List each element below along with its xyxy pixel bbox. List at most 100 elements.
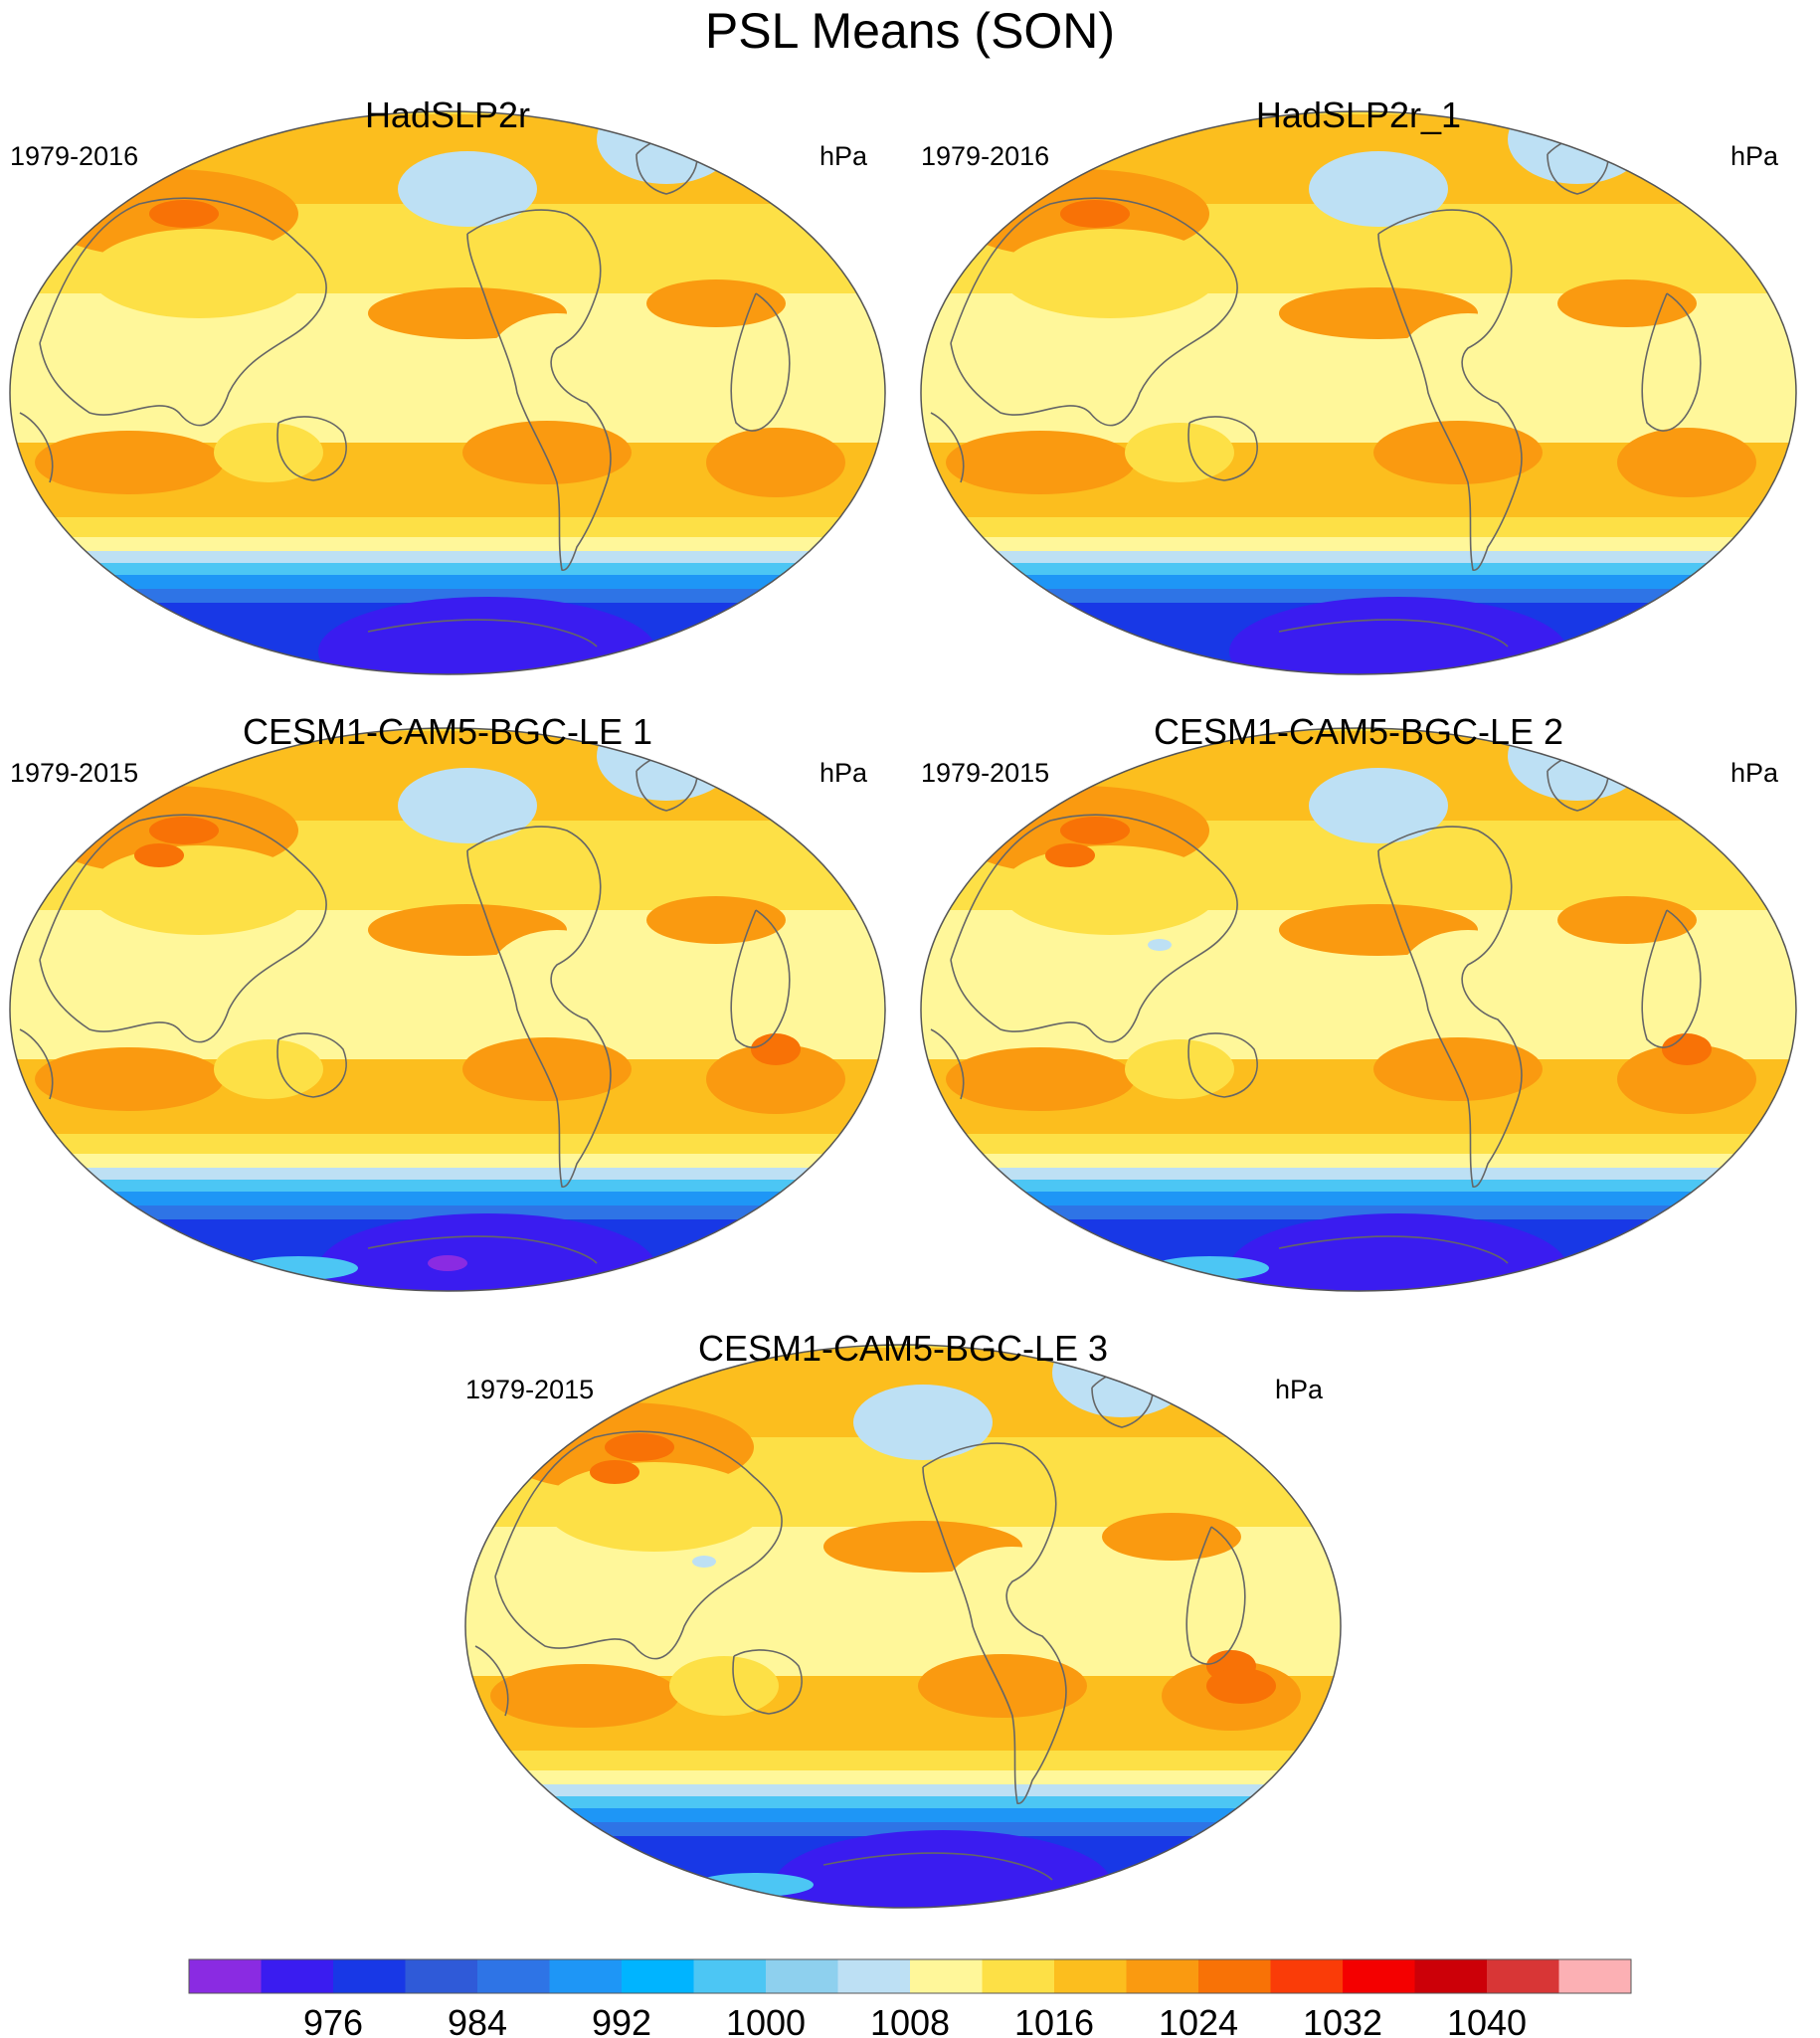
australia-land xyxy=(214,1039,323,1099)
antarctic-low xyxy=(1229,597,1567,674)
coastline-segment xyxy=(367,619,598,648)
pressure-field xyxy=(465,1345,1341,1908)
americas-tropics xyxy=(943,1547,1082,1646)
south-pacific-high xyxy=(918,1654,1087,1718)
coastline-segment xyxy=(466,826,612,1188)
band-south-blue xyxy=(10,1192,885,1205)
band-south-transition xyxy=(921,517,1796,537)
band-south-lightblue xyxy=(921,1168,1796,1180)
colorbar-swatch xyxy=(333,1959,406,1993)
panel-units: hPa xyxy=(1274,1375,1323,1404)
coastline-segment xyxy=(39,197,327,427)
panel-units: hPa xyxy=(819,141,867,171)
siberian-high-core xyxy=(149,817,219,844)
band-south-transition xyxy=(465,1751,1341,1770)
azores-high xyxy=(1102,1513,1241,1561)
colorbar-label: 1024 xyxy=(1159,2002,1238,2038)
band-south-lightblue xyxy=(921,551,1796,563)
coastline-segment xyxy=(930,1028,965,1100)
colorbar-swatch xyxy=(189,1959,262,1993)
australia-land xyxy=(1125,1039,1234,1099)
band-southern-ocean xyxy=(921,589,1796,603)
band-south-cyan xyxy=(10,563,885,575)
band-south-cyan xyxy=(465,1796,1341,1808)
panel-units: hPa xyxy=(1729,758,1778,788)
colorbar-swatch xyxy=(1054,1959,1127,1993)
aleutian-low xyxy=(398,768,537,843)
panel-units: hPa xyxy=(819,758,867,788)
azores-high xyxy=(1557,279,1697,327)
map-boundary xyxy=(920,110,1797,675)
tibet-high-core xyxy=(590,1460,639,1484)
coastline-segment xyxy=(922,1442,1067,1804)
map-boundary xyxy=(9,110,886,675)
colorbar-swatch xyxy=(1270,1959,1344,1993)
coastlines xyxy=(19,135,791,648)
colorbar-label: 1000 xyxy=(726,2002,806,2038)
colorbar-swatch xyxy=(261,1959,334,1993)
east-asia-zone xyxy=(1001,229,1219,318)
band-south-blue xyxy=(921,1192,1796,1205)
east-asia-zone xyxy=(1001,845,1219,935)
south-atlantic-core xyxy=(751,1033,801,1065)
colorbar-swatch xyxy=(1487,1959,1559,1993)
colorbar-label: 1008 xyxy=(870,2002,950,2038)
indian-ocean-high xyxy=(35,1047,224,1111)
south-pacific-high xyxy=(1373,1037,1543,1101)
coastlines xyxy=(19,752,791,1264)
pressure-field xyxy=(921,728,1796,1291)
map-panel-hadslp2r-1: HadSLP2r_1 1979-2016 hPa xyxy=(911,94,1806,691)
antarctic-ice-streak xyxy=(1150,1256,1269,1280)
coastline-segment xyxy=(39,814,327,1043)
west-pacific-low xyxy=(1148,939,1172,951)
coastline-segment xyxy=(730,909,791,1048)
aleutian-low xyxy=(853,1385,993,1460)
colorbar-swatch xyxy=(1414,1959,1488,1993)
panel-period: 1979-2016 xyxy=(921,141,1050,171)
map-panel-hadslp2r: HadSLP2r 1979-2016 hPa xyxy=(0,94,895,691)
pressure-field xyxy=(10,728,885,1291)
south-atlantic-high xyxy=(1617,1044,1756,1114)
indian-ocean-high xyxy=(946,1047,1135,1111)
indian-ocean-high xyxy=(35,431,224,494)
aleutian-low xyxy=(1309,768,1448,843)
band-south-lightblue xyxy=(465,1784,1341,1796)
coastline-segment xyxy=(1185,1526,1246,1665)
coastlines xyxy=(474,1369,1246,1881)
map-svg xyxy=(9,110,886,675)
colorbar-swatch xyxy=(1343,1959,1415,1993)
south-pacific-high xyxy=(462,421,632,484)
coastline-segment xyxy=(1641,909,1702,1048)
pressure-field xyxy=(921,111,1796,674)
pressure-field xyxy=(10,111,885,674)
coastline-segment xyxy=(730,292,791,432)
colorbar-swatch xyxy=(1558,1959,1632,1993)
east-asia-zone xyxy=(90,229,308,318)
antarctic-ice-streak xyxy=(694,1873,814,1897)
east-asia-zone xyxy=(545,1462,764,1552)
colorbar-swatch xyxy=(982,1959,1055,1993)
band-south-transition xyxy=(10,1134,885,1154)
figure-title: PSL Means (SON) xyxy=(704,3,1116,59)
colorbar-swatch xyxy=(549,1959,623,1993)
azores-high xyxy=(646,896,786,944)
colorbar-label: 1016 xyxy=(1014,2002,1094,2038)
band-south-transition xyxy=(921,1134,1796,1154)
band-south-blue xyxy=(10,575,885,589)
band-south-cyan xyxy=(10,1180,885,1192)
aleutian-low xyxy=(398,151,537,227)
americas-tropics xyxy=(1398,930,1538,1029)
antarctic-low xyxy=(318,597,656,674)
coastline-segment xyxy=(466,209,612,571)
band-south-lightblue xyxy=(10,551,885,563)
coastline-segment xyxy=(474,1645,509,1717)
tibet-high-core xyxy=(134,843,184,867)
coastline-segment xyxy=(1278,1235,1509,1264)
map-svg xyxy=(464,1344,1342,1909)
colorbar-label: 984 xyxy=(448,2002,507,2038)
colorbar-swatch xyxy=(1126,1959,1199,1993)
panel-period: 1979-2016 xyxy=(10,141,139,171)
map-boundary xyxy=(9,727,886,1292)
south-atlantic-high xyxy=(706,428,845,497)
coastline-segment xyxy=(1377,209,1523,571)
